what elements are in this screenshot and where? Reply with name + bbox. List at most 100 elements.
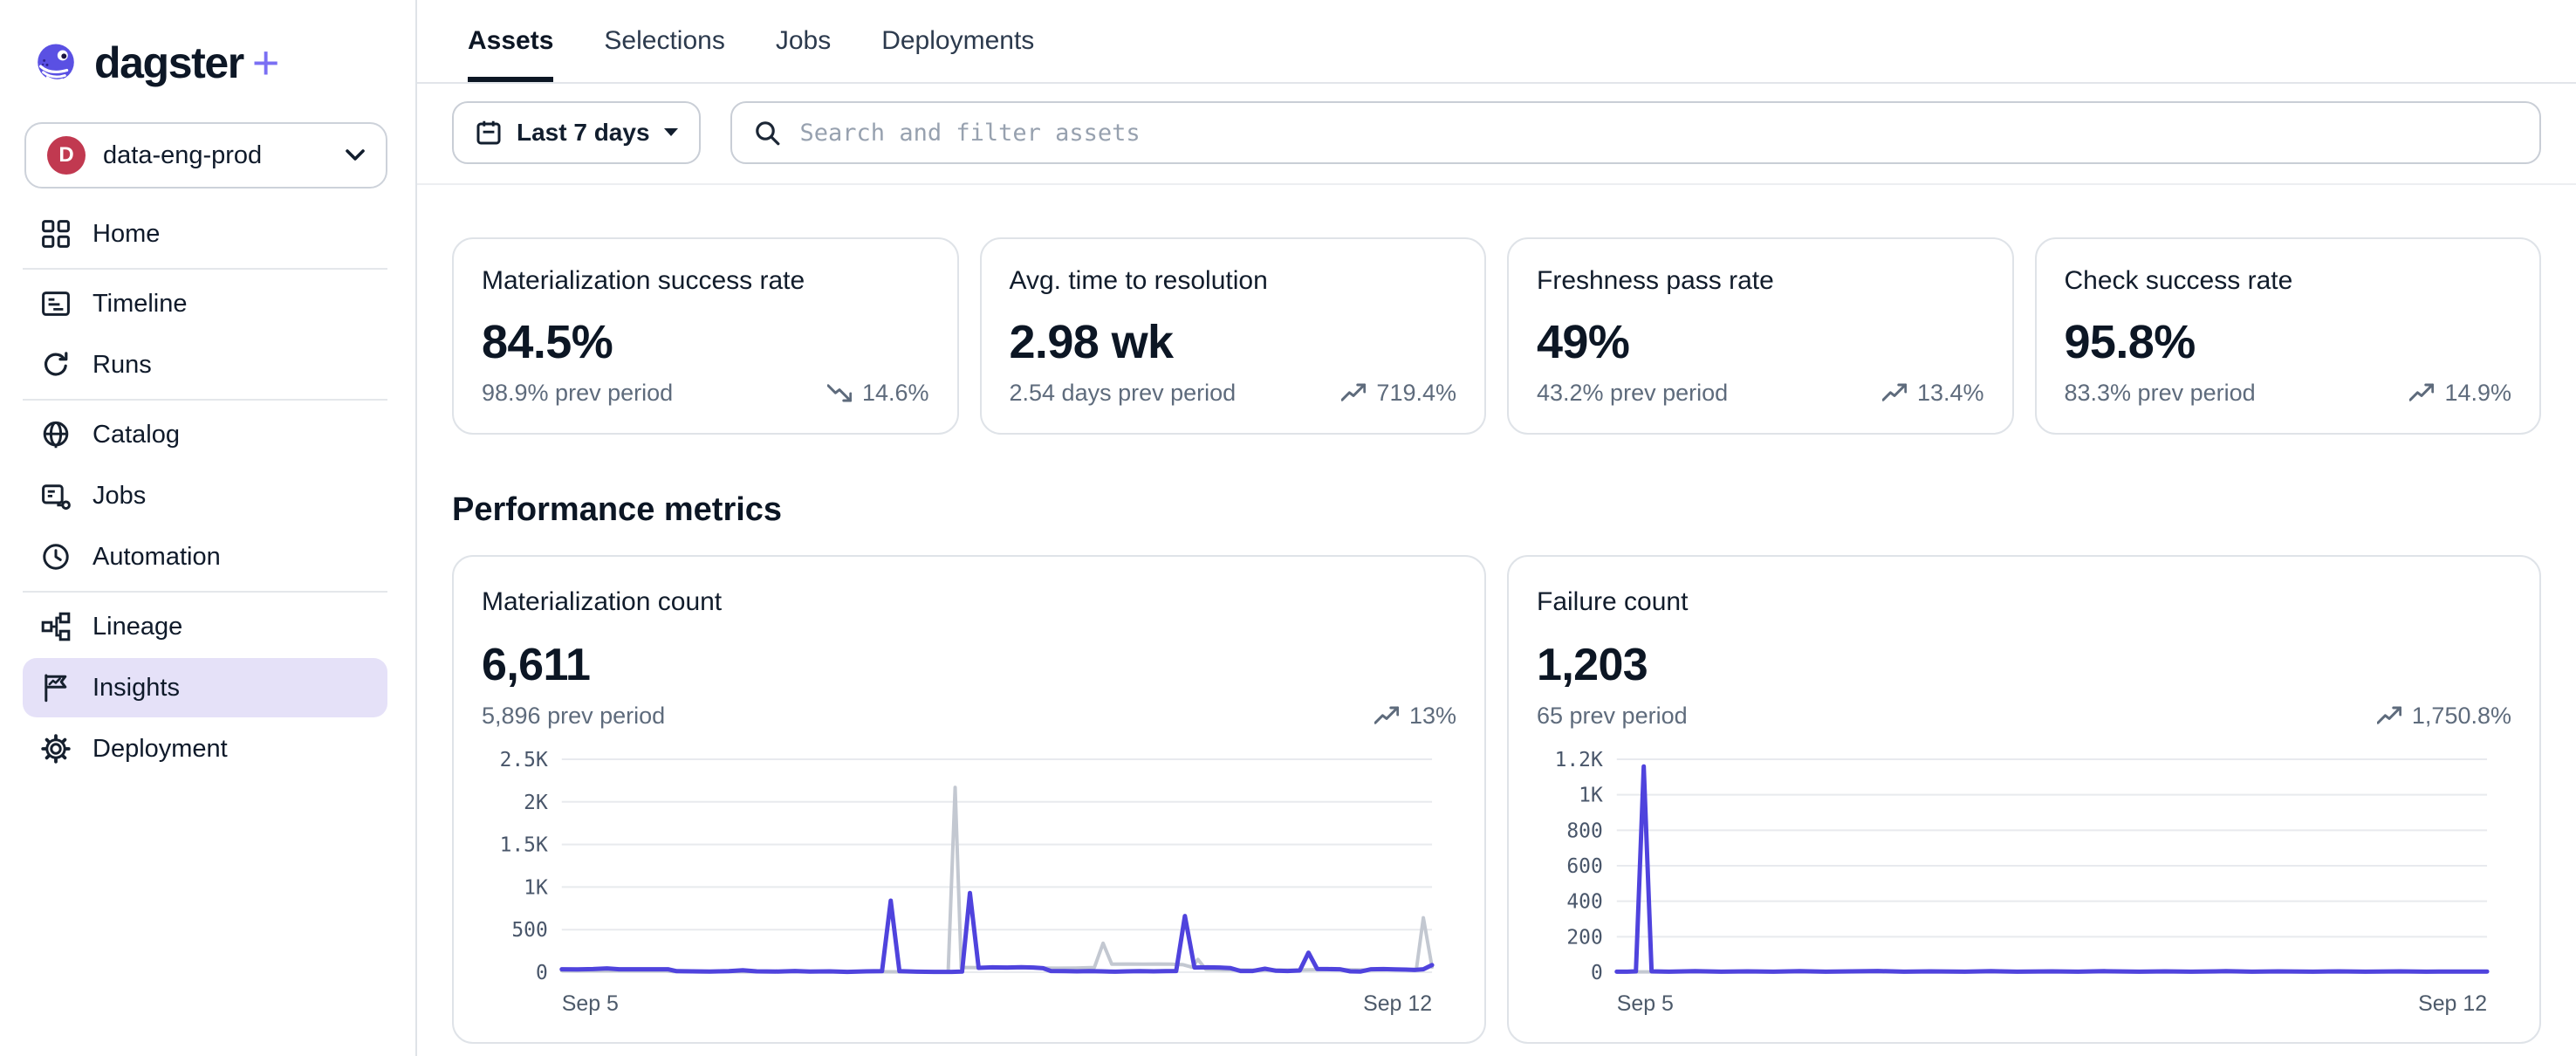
dagster-logo[interactable]: dagster + [0,24,415,101]
sidebar-item-timeline[interactable]: Timeline [23,274,387,333]
sidebar-item-insights[interactable]: Insights [23,658,387,717]
sidebar-nav: Home Timeline Run [0,204,415,778]
chart-value: 1,203 [1537,640,1648,690]
metric-prev-period: 83.3% prev period [2064,380,2256,406]
deployment-avatar: D [47,136,86,175]
svg-text:500: 500 [511,919,547,942]
svg-text:1.5K: 1.5K [500,834,548,857]
filter-bar: Last 7 days [417,84,2576,185]
chart-title: Failure count [1537,587,1689,616]
search-input[interactable] [796,117,2518,148]
sidebar-divider [23,268,387,270]
trend-up-icon [1341,383,1367,401]
metric-prev-period: 2.54 days prev period [1009,380,1237,406]
tab-deployments[interactable]: Deployments [881,26,1035,55]
sidebar-item-label: Timeline [92,289,188,318]
sidebar-item-label: Deployment [92,734,228,763]
calendar-icon [476,120,501,145]
tab-assets[interactable]: Assets [468,0,554,82]
svg-text:2.5K: 2.5K [500,749,548,771]
timeline-icon [40,288,72,319]
insights-icon [40,672,72,703]
top-nav: Assets Selections Jobs Deployments [417,0,2576,84]
deployment-gear-icon [40,733,72,765]
home-grid-icon [40,218,72,250]
asset-search[interactable] [730,101,2541,164]
metric-title: Materialization success rate [482,266,805,295]
sidebar-item-label: Jobs [92,481,147,510]
metric-title: Freshness pass rate [1537,266,1774,295]
sidebar-item-home[interactable]: Home [23,204,387,264]
metric-card-freshness-pass-rate: Freshness pass rate 49% 43.2% prev perio… [1507,237,2014,435]
sidebar-item-label: Runs [92,350,152,379]
performance-charts: Materialization count 6,611 5,896 prev p… [452,555,2541,1044]
svg-text:2K: 2K [524,792,548,814]
chart-delta: 1,750.8% [2376,700,2511,731]
dagster-octopus-icon [38,44,74,82]
failure-count-line-chart: 0 200 400 600 800 1K 1.2K Sep 5 Sep 12 [1555,749,2490,1016]
sidebar-item-lineage[interactable]: Lineage [23,597,387,656]
metric-prev-period: 43.2% prev period [1537,380,1729,406]
catalog-icon [40,419,72,450]
svg-text:200: 200 [1566,926,1602,949]
jobs-icon [40,480,72,511]
trend-up-icon [1881,383,1907,401]
metric-title: Check success rate [2064,266,2293,295]
page-section-title: Performance metrics [452,491,783,528]
sidebar-item-automation[interactable]: Automation [23,527,387,586]
chart-prev-period: 65 prev period [1537,703,1688,729]
trend-up-icon [2376,706,2401,724]
time-range-button[interactable]: Last 7 days [452,101,701,164]
sidebar-item-label: Automation [92,542,221,571]
caret-down-icon [663,128,678,136]
sidebar: dagster + D data-eng-prod Home [0,0,417,1056]
brand-name: dagster [94,38,244,87]
chart-value: 6,611 [482,640,591,690]
metric-card-materialization-success-rate: Materialization success rate 84.5% 98.9%… [452,237,959,435]
metric-value: 84.5% [482,316,613,368]
deployment-switcher[interactable]: D data-eng-prod [24,122,387,189]
runs-icon [40,349,72,381]
metric-delta: 14.9% [2409,377,2511,408]
trend-up-icon [2409,383,2435,401]
metric-card-check-success-rate: Check success rate 95.8% 83.3% prev peri… [2034,237,2541,435]
svg-text:0: 0 [1591,962,1603,984]
metric-delta: 14.6% [826,377,929,408]
sidebar-item-catalog[interactable]: Catalog [23,405,387,464]
sidebar-item-runs[interactable]: Runs [23,335,387,394]
automation-icon [40,541,72,573]
svg-text:600: 600 [1566,855,1602,878]
chevron-down-icon [346,149,365,161]
sidebar-item-label: Home [92,219,161,248]
svg-text:400: 400 [1566,891,1602,914]
sidebar-divider [23,591,387,593]
summary-cards: Materialization success rate 84.5% 98.9%… [452,237,2541,435]
metric-value: 49% [1537,316,1630,368]
metric-delta: 719.4% [1341,377,1456,408]
trend-down-icon [826,384,852,402]
sidebar-divider [23,399,387,401]
lineage-icon [40,611,72,642]
svg-text:0: 0 [536,962,548,984]
sidebar-item-jobs[interactable]: Jobs [23,466,387,525]
svg-text:Sep 12: Sep 12 [2418,991,2487,1016]
chart-title: Materialization count [482,587,723,616]
sidebar-item-label: Lineage [92,612,183,641]
sidebar-item-label: Catalog [92,420,180,449]
svg-text:800: 800 [1566,819,1602,842]
metric-value: 95.8% [2064,316,2196,368]
metric-prev-period: 98.9% prev period [482,380,674,406]
materialization-count-line-chart: 0 500 1K 1.5K 2K 2.5K Sep 5 Sep 12 [500,749,1435,1016]
time-range-label: Last 7 days [517,119,650,146]
svg-text:Sep 5: Sep 5 [562,991,619,1016]
sidebar-item-label: Insights [92,673,180,702]
tab-jobs[interactable]: Jobs [775,26,832,55]
brand-plus-badge: + [251,37,280,89]
tab-selections[interactable]: Selections [604,26,725,55]
deployment-name: data-eng-prod [103,141,263,169]
chart-card-failure-count: Failure count 1,203 65 prev period 1,750… [1507,555,2541,1044]
metric-title: Avg. time to resolution [1009,266,1268,295]
chart-delta: 13% [1374,700,1456,731]
sidebar-item-deployment[interactable]: Deployment [23,719,387,778]
svg-text:1K: 1K [524,876,548,899]
